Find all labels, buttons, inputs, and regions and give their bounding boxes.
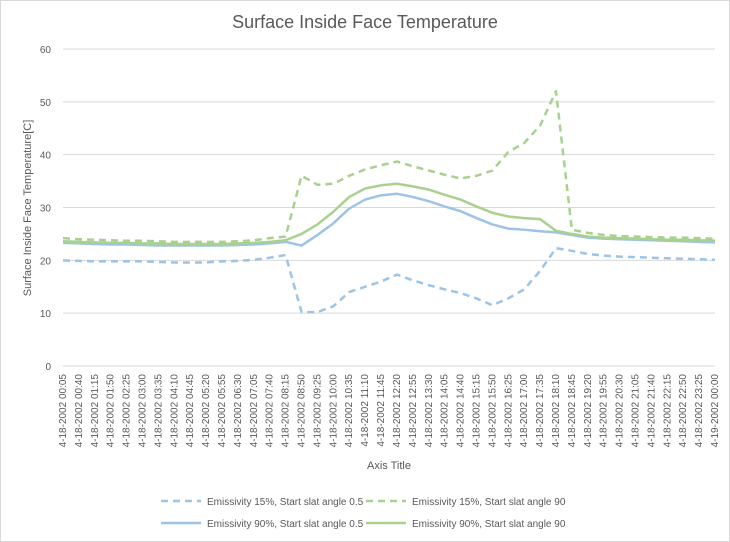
- y-tick-label: 0: [45, 362, 51, 373]
- series-line-4: [62, 182, 716, 246]
- x-tick-label: 4-19-2002 00:00: [710, 374, 721, 448]
- x-tick-label: 4-18-2002 18:45: [567, 374, 578, 448]
- x-tick-label: 4-18-2002 12:55: [408, 374, 419, 448]
- legend-label: Emissivity 90%, Start slat angle 0.5: [207, 519, 364, 530]
- x-tick-label: 4-18-2002 05:20: [201, 374, 212, 448]
- x-tick-label: 4-18-2002 02:25: [122, 374, 133, 448]
- x-tick-label: 4-18-2002 06:30: [233, 374, 244, 448]
- x-tick-label: 4-18-2002 01:15: [90, 374, 101, 448]
- y-axis-ticks: 0 10 20 30 40 50 60: [40, 45, 52, 373]
- x-axis-title: Axis Title: [367, 460, 411, 472]
- series-line-2: [62, 90, 716, 244]
- x-tick-label: 4-18-2002 21:40: [646, 374, 657, 448]
- x-tick-label: 4-18-2002 11:45: [376, 374, 387, 447]
- y-tick-label: 50: [40, 98, 52, 109]
- x-tick-label: 4-18-2002 19:20: [583, 374, 594, 448]
- x-tick-label: 4-18-2002 10:35: [344, 374, 355, 448]
- legend-label: Emissivity 90%, Start slat angle 90: [412, 519, 566, 530]
- x-tick-label: 4-18-2002 23:25: [694, 374, 705, 448]
- x-tick-label: 4-18-2002 11:10: [360, 374, 371, 447]
- x-tick-label: 4-18-2002 12:20: [392, 374, 403, 448]
- x-tick-label: 4-18-2002 19:55: [599, 374, 610, 448]
- y-tick-label: 10: [40, 309, 52, 320]
- x-axis-ticks: 4-18-2002 00:05 4-18-2002 00:40 4-18-2002 …: [58, 374, 721, 448]
- x-tick-label: 4-18-2002 13:30: [424, 374, 435, 448]
- x-tick-label: 4-18-2002 00:40: [74, 374, 85, 448]
- series-line-1: [62, 246, 716, 314]
- y-tick-label: 30: [40, 204, 52, 215]
- x-tick-label: 4-18-2002 09:25: [312, 374, 323, 448]
- x-tick-label: 4-18-2002 05:55: [217, 374, 228, 448]
- chart-title: Surface Inside Face Temperature: [232, 12, 498, 32]
- legend-label: Emissivity 15%, Start slat angle 90: [412, 497, 566, 508]
- x-tick-label: 4-18-2002 01:50: [106, 374, 117, 448]
- x-tick-label: 4-18-2002 22:50: [678, 374, 689, 448]
- x-tick-label: 4-18-2002 03:00: [138, 374, 149, 448]
- x-tick-label: 4-18-2002 03:35: [153, 374, 164, 448]
- legend-label: Emissivity 15%, Start slat angle 0.5: [207, 497, 364, 508]
- y-tick-label: 40: [40, 151, 52, 162]
- x-tick-label: 4-18-2002 21:05: [630, 374, 641, 448]
- x-tick-label: 4-18-2002 20:30: [615, 374, 626, 448]
- legend: Emissivity 15%, Start slat angle 0.5 Emis…: [161, 497, 566, 530]
- x-tick-label: 4-18-2002 07:40: [265, 374, 276, 448]
- series-lines: [62, 90, 716, 314]
- x-tick-label: 4-18-2002 22:15: [662, 374, 673, 448]
- x-tick-label: 4-18-2002 15:50: [487, 374, 498, 448]
- x-tick-label: 4-18-2002 08:15: [281, 374, 292, 448]
- x-tick-label: 4-18-2002 18:10: [551, 374, 562, 448]
- x-tick-label: 4-18-2002 07:05: [249, 374, 260, 448]
- x-tick-label: 4-18-2002 04:10: [169, 374, 180, 448]
- x-tick-label: 4-18-2002 04:45: [185, 374, 196, 448]
- y-tick-label: 20: [40, 256, 52, 267]
- x-tick-label: 4-18-2002 15:15: [471, 374, 482, 448]
- x-tick-label: 4-18-2002 14:05: [440, 374, 451, 448]
- x-tick-label: 4-18-2002 17:00: [519, 374, 530, 448]
- x-tick-label: 4-18-2002 16:25: [503, 374, 514, 448]
- x-tick-label: 4-18-2002 00:05: [58, 374, 69, 448]
- x-tick-label: 4-18-2002 14:40: [456, 374, 467, 448]
- gridlines: [63, 48, 715, 367]
- y-tick-label: 60: [40, 45, 52, 56]
- y-axis-title: Surface Inside Face Temperature[C]: [22, 120, 34, 297]
- x-tick-label: 4-18-2002 17:35: [535, 374, 546, 448]
- x-tick-label: 4-18-2002 08:50: [297, 374, 308, 448]
- x-tick-label: 4-18-2002 10:00: [328, 374, 339, 448]
